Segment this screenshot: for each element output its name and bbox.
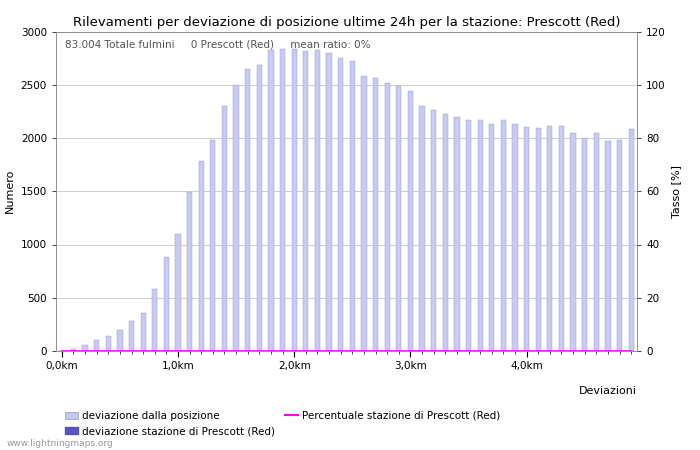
Bar [292, 49, 297, 351]
Bar [268, 50, 274, 351]
Bar [570, 133, 575, 351]
Bar [477, 120, 483, 351]
Bar [164, 257, 169, 351]
Bar [408, 91, 413, 351]
Text: 83.004 Totale fulmini     0 Prescott (Red)     mean ratio: 0%: 83.004 Totale fulmini 0 Prescott (Red) m… [64, 40, 370, 50]
Bar [442, 113, 448, 351]
Bar [466, 120, 471, 351]
Bar [489, 124, 494, 351]
Bar [187, 192, 192, 351]
Bar [419, 106, 425, 351]
Bar [512, 124, 517, 351]
Bar [245, 69, 251, 351]
Text: Deviazioni: Deviazioni [579, 386, 637, 396]
Bar [176, 234, 181, 351]
Bar [106, 336, 111, 351]
Bar [129, 321, 134, 351]
Bar [384, 83, 390, 351]
Bar [199, 162, 204, 351]
Bar [326, 53, 332, 351]
Legend: deviazione dalla posizione, deviazione stazione di Prescott (Red), Percentuale s: deviazione dalla posizione, deviazione s… [61, 407, 505, 440]
Bar [303, 51, 309, 351]
Bar [617, 140, 622, 351]
Bar [280, 49, 285, 351]
Bar [361, 76, 367, 351]
Bar [396, 86, 401, 351]
Bar [338, 58, 343, 351]
Bar [594, 133, 599, 351]
Bar [431, 110, 436, 351]
Bar [629, 130, 634, 351]
Bar [141, 313, 146, 351]
Y-axis label: Tasso [%]: Tasso [%] [671, 165, 681, 218]
Bar [94, 340, 99, 351]
Bar [582, 138, 587, 351]
Bar [210, 140, 216, 351]
Bar [83, 345, 88, 351]
Bar [547, 126, 552, 351]
Bar [71, 349, 76, 351]
Bar [559, 126, 564, 351]
Bar [257, 64, 262, 351]
Bar [118, 330, 122, 351]
Bar [315, 50, 320, 351]
Bar [524, 127, 529, 351]
Bar [536, 128, 541, 351]
Text: www.lightningmaps.org: www.lightningmaps.org [7, 439, 113, 448]
Bar [234, 85, 239, 351]
Bar [152, 289, 158, 351]
Bar [606, 141, 610, 351]
Bar [350, 61, 355, 351]
Bar [222, 106, 227, 351]
Title: Rilevamenti per deviazione di posizione ultime 24h per la stazione: Prescott (Re: Rilevamenti per deviazione di posizione … [73, 16, 620, 29]
Bar [500, 120, 506, 351]
Bar [373, 78, 378, 351]
Bar [454, 117, 459, 351]
Y-axis label: Numero: Numero [5, 169, 15, 213]
